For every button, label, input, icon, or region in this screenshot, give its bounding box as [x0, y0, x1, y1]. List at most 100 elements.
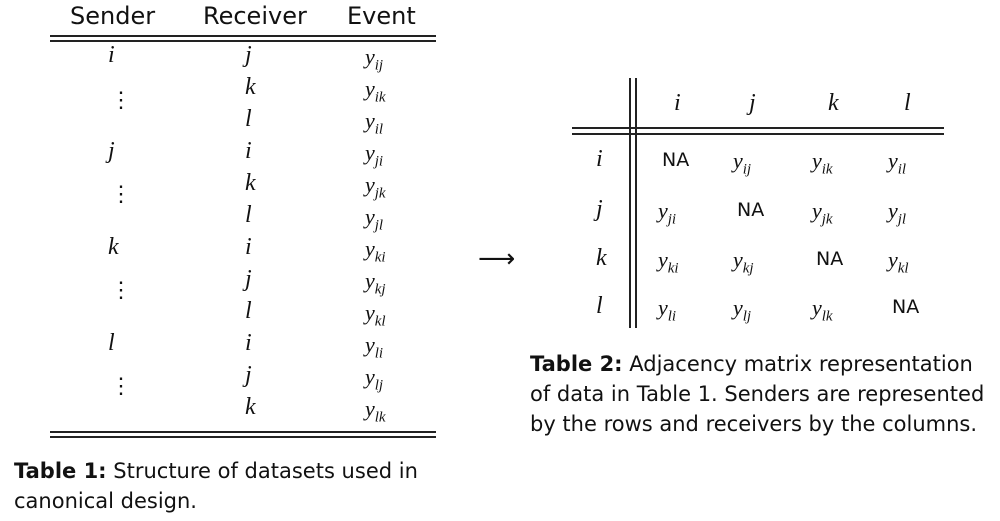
table2-cell: yji: [658, 198, 676, 228]
cell-subscript: ki: [667, 260, 679, 277]
table2-row-header: j: [596, 196, 603, 222]
cell-symbol: y: [888, 198, 898, 223]
table1-receiver-cell: k: [245, 74, 256, 100]
cell-subscript: ji: [667, 211, 677, 228]
table2-cell: yil: [888, 148, 906, 178]
table2-na-cell: NA: [816, 248, 844, 270]
event-subscript: kl: [374, 313, 386, 330]
cell-subscript: jl: [897, 211, 907, 228]
table2-cell: yki: [658, 247, 679, 277]
table2-cell: yjk: [812, 198, 833, 228]
table1-receiver-cell: l: [245, 298, 252, 324]
table2-horizontal-rule-2: [572, 133, 944, 135]
table2-row-header: k: [596, 245, 607, 271]
table1-caption: Table 1: Structure of datasets used in c…: [14, 456, 444, 516]
event-subscript: lj: [374, 377, 384, 394]
event-symbol: y: [365, 300, 375, 325]
table1-receiver-cell: i: [245, 138, 252, 164]
event-symbol: y: [365, 204, 375, 229]
table1-receiver-cell: j: [245, 266, 252, 292]
table1-event-cell: ylk: [365, 396, 386, 426]
table1-bottom-rule-2: [50, 436, 436, 438]
table2-na-cell: NA: [662, 149, 690, 171]
table2-caption-text-2: of data in Table 1. Senders are represen…: [530, 382, 985, 406]
event-symbol: y: [365, 108, 375, 133]
table2-col-header: j: [749, 90, 756, 116]
event-subscript: il: [374, 121, 384, 138]
table1-event-cell: yij: [365, 44, 383, 74]
event-symbol: y: [365, 236, 375, 261]
cell-symbol: y: [812, 295, 822, 320]
arrow-icon: ⟶: [478, 244, 516, 274]
table1-header-receiver: Receiver: [203, 2, 307, 30]
event-subscript: ji: [374, 153, 384, 170]
table1-caption-text-2: canonical design.: [14, 489, 197, 513]
event-symbol: y: [365, 44, 375, 69]
cell-symbol: y: [812, 148, 822, 173]
table1-top-rule-2: [50, 40, 436, 42]
vertical-ellipsis: ⋮: [110, 87, 132, 112]
table1-event-cell: yjk: [365, 172, 386, 202]
event-subscript: lk: [374, 409, 386, 426]
table1-event-cell: ykj: [365, 268, 386, 298]
table1-caption-text: Structure of datasets used in: [106, 459, 418, 483]
vertical-ellipsis: ⋮: [110, 181, 132, 206]
table1-bottom-rule: [50, 431, 436, 433]
table2-cell: yik: [812, 148, 833, 178]
event-symbol: y: [365, 396, 375, 421]
table2-caption-label: Table 2:: [530, 352, 623, 376]
table1-sender-cell: i: [108, 42, 115, 68]
table1-receiver-cell: i: [245, 330, 252, 356]
table2-row-header: i: [596, 146, 603, 172]
cell-subscript: lk: [821, 308, 833, 325]
cell-symbol: y: [658, 198, 668, 223]
cell-symbol: y: [658, 247, 668, 272]
event-subscript: ki: [374, 249, 386, 266]
table2-caption-text: Adjacency matrix representation: [622, 352, 973, 376]
event-symbol: y: [365, 140, 375, 165]
table1-event-cell: yil: [365, 108, 383, 138]
vertical-ellipsis: ⋮: [110, 373, 132, 398]
table1-receiver-cell: i: [245, 234, 252, 260]
cell-subscript: lj: [742, 308, 752, 325]
table2-cell: ylj: [733, 295, 751, 325]
table1-receiver-cell: k: [245, 170, 256, 196]
cell-symbol: y: [733, 148, 743, 173]
table2-horizontal-rule: [572, 127, 944, 129]
cell-symbol: y: [888, 247, 898, 272]
table1-sender-cell: j: [108, 138, 115, 164]
table1-event-cell: yjl: [365, 204, 383, 234]
event-subscript: jk: [374, 185, 386, 202]
event-subscript: ik: [374, 89, 386, 106]
cell-subscript: il: [897, 161, 907, 178]
table2-cell: yjl: [888, 198, 906, 228]
cell-symbol: y: [812, 198, 822, 223]
table1-receiver-cell: l: [245, 106, 252, 132]
table1-receiver-cell: j: [245, 42, 252, 68]
event-subscript: kj: [374, 281, 386, 298]
table2-col-header: i: [674, 90, 681, 116]
cell-subscript: kl: [897, 260, 909, 277]
table2-vertical-rule: [629, 78, 631, 328]
cell-symbol: y: [733, 295, 743, 320]
table1-event-cell: ylj: [365, 364, 383, 394]
table1-sender-cell: l: [108, 330, 115, 356]
table2-na-cell: NA: [892, 296, 920, 318]
cell-symbol: y: [888, 148, 898, 173]
event-symbol: y: [365, 364, 375, 389]
table2-vertical-rule-2: [635, 78, 637, 328]
table2-col-header: l: [904, 90, 911, 116]
event-symbol: y: [365, 332, 375, 357]
table1-sender-cell: k: [108, 234, 119, 260]
table2-na-cell: NA: [737, 199, 765, 221]
table1-event-cell: yik: [365, 76, 386, 106]
table2-cell: yli: [658, 295, 676, 325]
table2-caption: Table 2: Adjacency matrix representation…: [530, 349, 1000, 439]
table1-top-rule: [50, 35, 436, 37]
table1-caption-label: Table 1:: [14, 459, 107, 483]
cell-subscript: ij: [742, 161, 752, 178]
vertical-ellipsis: ⋮: [110, 277, 132, 302]
table2-caption-text-3: by the rows and receivers by the columns…: [530, 412, 978, 436]
event-symbol: y: [365, 76, 375, 101]
table2-cell: ykl: [888, 247, 909, 277]
